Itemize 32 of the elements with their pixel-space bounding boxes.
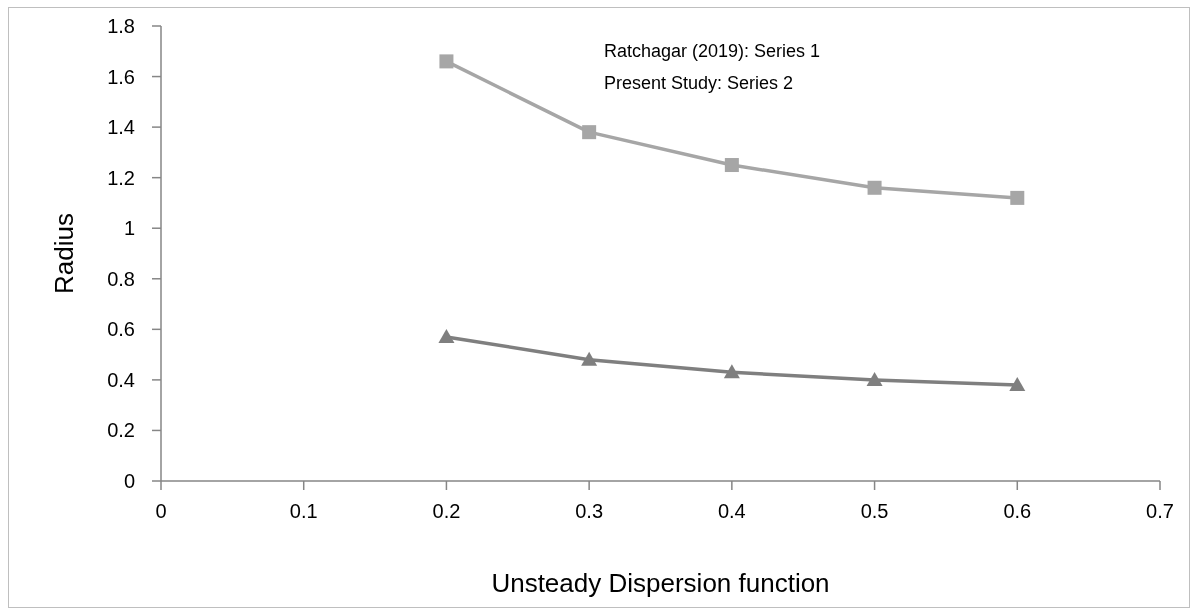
point <box>439 54 454 69</box>
point <box>581 351 598 366</box>
y-tick-label: 1.2 <box>107 166 135 189</box>
x-tick-label: 0.2 <box>432 500 461 522</box>
x-axis-title: Unsteady Dispersion function <box>491 568 830 598</box>
y-tick-label: 1.8 <box>107 15 135 37</box>
x-tick-label: 0.1 <box>289 500 318 522</box>
y-tick-label: 0.2 <box>107 419 135 442</box>
point <box>438 328 455 343</box>
point <box>867 180 882 195</box>
y-tick-label: 1.6 <box>107 65 135 88</box>
x-tick-label: 0.5 <box>860 500 889 522</box>
point <box>1009 376 1026 391</box>
x-tick-label: 0.4 <box>717 500 746 522</box>
annotation: Ratchagar (2019): Series 1 <box>604 41 821 61</box>
point <box>866 371 883 386</box>
y-tick-label: 0.8 <box>107 267 135 290</box>
point <box>1010 190 1025 205</box>
point <box>582 125 597 140</box>
x-tick-label: 0 <box>155 500 167 522</box>
y-tick-label: 0.6 <box>107 318 135 341</box>
y-tick-label: 0 <box>123 470 135 492</box>
y-axis-title: Radius <box>49 213 79 294</box>
x-tick-label: 0.3 <box>575 500 604 522</box>
y-tick-label: 1 <box>123 217 135 240</box>
point <box>724 158 739 173</box>
point <box>723 364 740 379</box>
y-tick-label: 0.4 <box>107 368 135 391</box>
x-tick-label: 0.7 <box>1146 500 1174 522</box>
y-tick-label: 1.4 <box>107 116 135 139</box>
annotation: Present Study: Series 2 <box>604 73 794 93</box>
x-tick-label: 0.6 <box>1003 500 1032 522</box>
